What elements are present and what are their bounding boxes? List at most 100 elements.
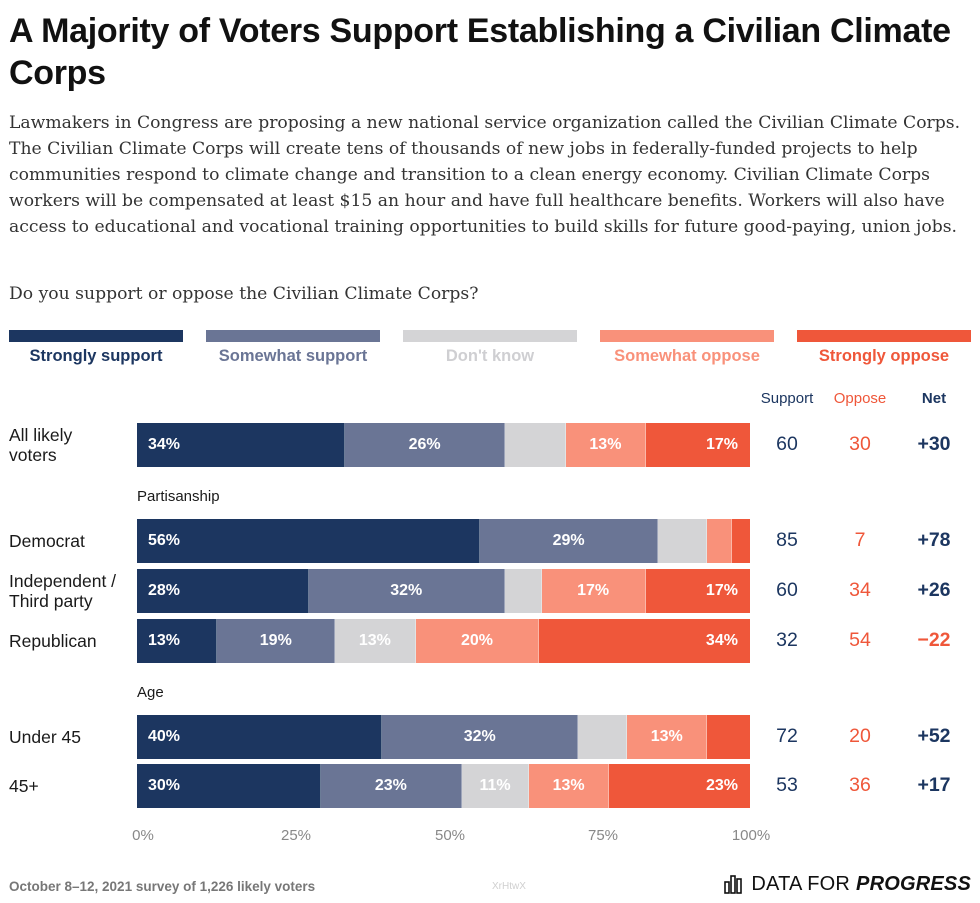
bar-segment-strongly-support: 40%	[137, 715, 383, 759]
bar-segment-strongly-oppose: 17%	[645, 569, 750, 613]
net-value: +17	[917, 774, 951, 796]
legend-swatch	[9, 330, 183, 342]
legend-label: Somewhat oppose	[614, 347, 760, 365]
bar-segment-strongly-support: 13%	[137, 619, 218, 663]
survey-footnote: October 8–12, 2021 survey of 1,226 likel…	[9, 879, 316, 894]
support-value: 60	[776, 579, 798, 601]
bar-row: 34% 26% 13% 17%	[137, 423, 750, 467]
bar-segment-somewhat-support: 23%	[320, 764, 462, 808]
legend-swatch	[600, 330, 774, 342]
legend-swatch	[797, 330, 971, 342]
bar-segment-strongly-oppose: 34%	[539, 619, 750, 663]
data-label: 17%	[705, 436, 738, 453]
net-value: +30	[917, 433, 951, 455]
row-label: 45+	[9, 776, 39, 796]
bar-row: 56% 29%	[137, 519, 750, 563]
data-label: 32%	[463, 728, 496, 745]
chart-title: A Majority of Voters Support Establishin…	[9, 12, 951, 92]
support-value: 85	[776, 529, 798, 551]
watermark: XrHtwX	[492, 881, 526, 892]
bar-segment-somewhat-support: 32%	[308, 569, 505, 613]
logo-text: DATA FOR	[751, 872, 851, 895]
legend-label: Somewhat support	[218, 347, 368, 365]
data-label: 13%	[148, 632, 181, 649]
legend-swatch	[206, 330, 380, 342]
support-value: 72	[776, 725, 798, 747]
data-label: 13%	[589, 436, 622, 453]
legend-item-strongly-support: Strongly support	[9, 330, 183, 370]
net-value: +52	[917, 725, 951, 747]
oppose-value: 54	[849, 629, 871, 651]
support-value: 32	[776, 629, 798, 651]
support-value: 53	[776, 774, 798, 796]
question-text: Do you support or oppose the Civilian Cl…	[9, 284, 479, 304]
bar-segment-somewhat-oppose	[707, 519, 732, 563]
data-label: 28%	[148, 582, 181, 599]
bar-segment-strongly-oppose	[707, 715, 750, 759]
data-label: 11%	[479, 777, 511, 794]
data-label: 32%	[390, 582, 423, 599]
row-label: Independent / Third party	[9, 571, 117, 611]
bar-segment-strongly-oppose	[731, 519, 750, 563]
bar-segment-somewhat-support: 29%	[480, 519, 659, 563]
x-tick-label: 0%	[132, 827, 154, 844]
data-label: 23%	[705, 777, 738, 794]
data-label: 17%	[577, 582, 610, 599]
bar-row: 13% 19% 13% 20% 34%	[137, 619, 750, 663]
bar-segment-dont-know: 13%	[335, 619, 416, 663]
data-label: 40%	[148, 728, 181, 745]
legend-label: Strongly support	[29, 347, 163, 365]
net-value: −22	[917, 629, 951, 651]
bar-segment-dont-know	[504, 423, 567, 467]
bar-row: 30% 23% 11% 13% 23%	[137, 764, 750, 808]
bar-row: 28% 32% 17% 17%	[137, 569, 750, 613]
oppose-value: 7	[854, 529, 866, 551]
bar-segment-somewhat-oppose: 13%	[529, 764, 609, 808]
net-value: +26	[917, 579, 951, 601]
legend-label: Strongly oppose	[818, 347, 950, 365]
data-label: 13%	[552, 777, 585, 794]
oppose-value: 30	[849, 433, 871, 455]
row-label: Republican	[9, 631, 97, 651]
bar-chart-icon	[724, 875, 743, 894]
oppose-value: 36	[849, 774, 871, 796]
net-value: +78	[917, 529, 951, 551]
legend-item-somewhat-oppose: Somewhat oppose	[600, 330, 774, 370]
section-label-age: Age	[137, 684, 164, 701]
bar-segment-strongly-support: 30%	[137, 764, 321, 808]
column-header-oppose: Oppose	[833, 390, 887, 407]
bar-segment-strongly-oppose: 17%	[645, 423, 750, 467]
bar-segment-somewhat-oppose: 20%	[415, 619, 540, 663]
data-label: 56%	[148, 532, 181, 549]
oppose-value: 20	[849, 725, 871, 747]
support-value: 60	[776, 433, 798, 455]
data-label: 19%	[259, 632, 292, 649]
bar-segment-dont-know	[504, 569, 542, 613]
row-label: All likely voters	[9, 425, 73, 465]
data-label: 34%	[705, 632, 738, 649]
bar-segment-somewhat-oppose: 17%	[541, 569, 646, 613]
section-label-partisanship: Partisanship	[137, 488, 220, 505]
row-label: Democrat	[9, 531, 85, 551]
bar-segment-somewhat-oppose: 13%	[566, 423, 646, 467]
bar-segment-strongly-oppose: 23%	[608, 764, 750, 808]
oppose-value: 34	[849, 579, 871, 601]
bar-segment-dont-know	[578, 715, 628, 759]
x-tick-label: 25%	[280, 827, 312, 844]
intro-text: Lawmakers in Congress are proposing a ne…	[9, 113, 961, 237]
row-label: Under 45	[9, 727, 81, 747]
x-tick-label: 100%	[731, 827, 771, 844]
x-tick-label: 50%	[434, 827, 466, 844]
logo-text-emphasis: PROGRESS	[856, 872, 971, 895]
data-for-progress-logo: DATA FOR PROGRESS	[724, 871, 971, 897]
bar-segment-strongly-support: 28%	[137, 569, 309, 613]
bar-segment-strongly-support: 56%	[137, 519, 481, 563]
data-label: 30%	[148, 777, 181, 794]
bar-segment-dont-know: 11%	[461, 764, 530, 808]
bar-row: 40% 32% 13%	[137, 715, 750, 759]
legend-item-strongly-oppose: Strongly oppose	[797, 330, 971, 370]
data-label: 29%	[552, 532, 585, 549]
bar-segment-dont-know	[658, 519, 708, 563]
column-header-net: Net	[921, 390, 947, 407]
data-label: 34%	[148, 436, 181, 453]
